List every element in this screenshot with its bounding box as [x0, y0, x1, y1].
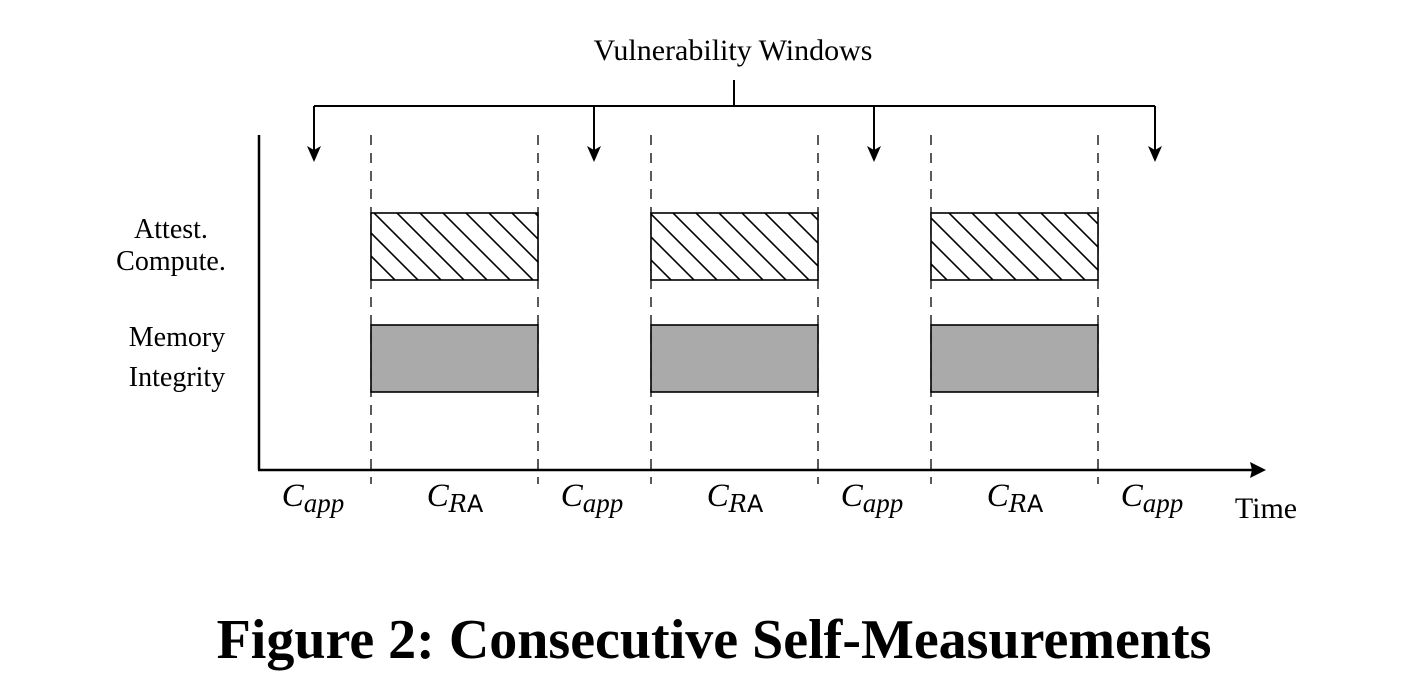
attest-compute-block: [930, 212, 1099, 281]
segment-separators: [370, 135, 1099, 484]
memory-integrity-block: [930, 324, 1099, 393]
memory-label-line1: Memory: [129, 322, 225, 353]
ra-segment-label: CRA: [427, 478, 484, 518]
memory-integrity-block: [650, 324, 819, 393]
app-segment-label: Capp: [282, 478, 345, 518]
segment-labels: Capp Capp Capp Capp CRA CRA CRA: [282, 478, 1184, 518]
app-segment-label: Capp: [1121, 478, 1184, 518]
attest-label-line2: Compute.: [116, 246, 226, 277]
app-segment-label: Capp: [841, 478, 904, 518]
attest-compute-block: [650, 212, 819, 281]
vulnerability-window-arrowhead: [587, 146, 601, 162]
time-axis-arrowhead: [1250, 462, 1266, 478]
axes: [257, 135, 1266, 478]
attest-compute-blocks: [370, 212, 1099, 281]
memory-label-line2: Integrity: [129, 362, 225, 393]
app-segment-label: Capp: [561, 478, 624, 518]
memory-integrity-blocks: [370, 324, 1099, 393]
attest-compute-block: [370, 212, 539, 281]
figure-caption: Figure 2: Consecutive Self-Measurements: [216, 609, 1212, 671]
time-axis-label: Time: [1235, 492, 1297, 525]
vulnerability-bracket: [307, 80, 1162, 162]
ra-segment-label: CRA: [987, 478, 1044, 518]
memory-integrity-block: [370, 324, 539, 393]
ra-segment-label: CRA: [707, 478, 764, 518]
vulnerability-window-arrowhead: [1148, 146, 1162, 162]
vulnerability-windows-label: Vulnerability Windows: [594, 34, 873, 67]
attest-label-line1: Attest.: [134, 214, 208, 245]
vulnerability-window-arrowhead: [307, 146, 321, 162]
vulnerability-window-arrowhead: [867, 146, 881, 162]
